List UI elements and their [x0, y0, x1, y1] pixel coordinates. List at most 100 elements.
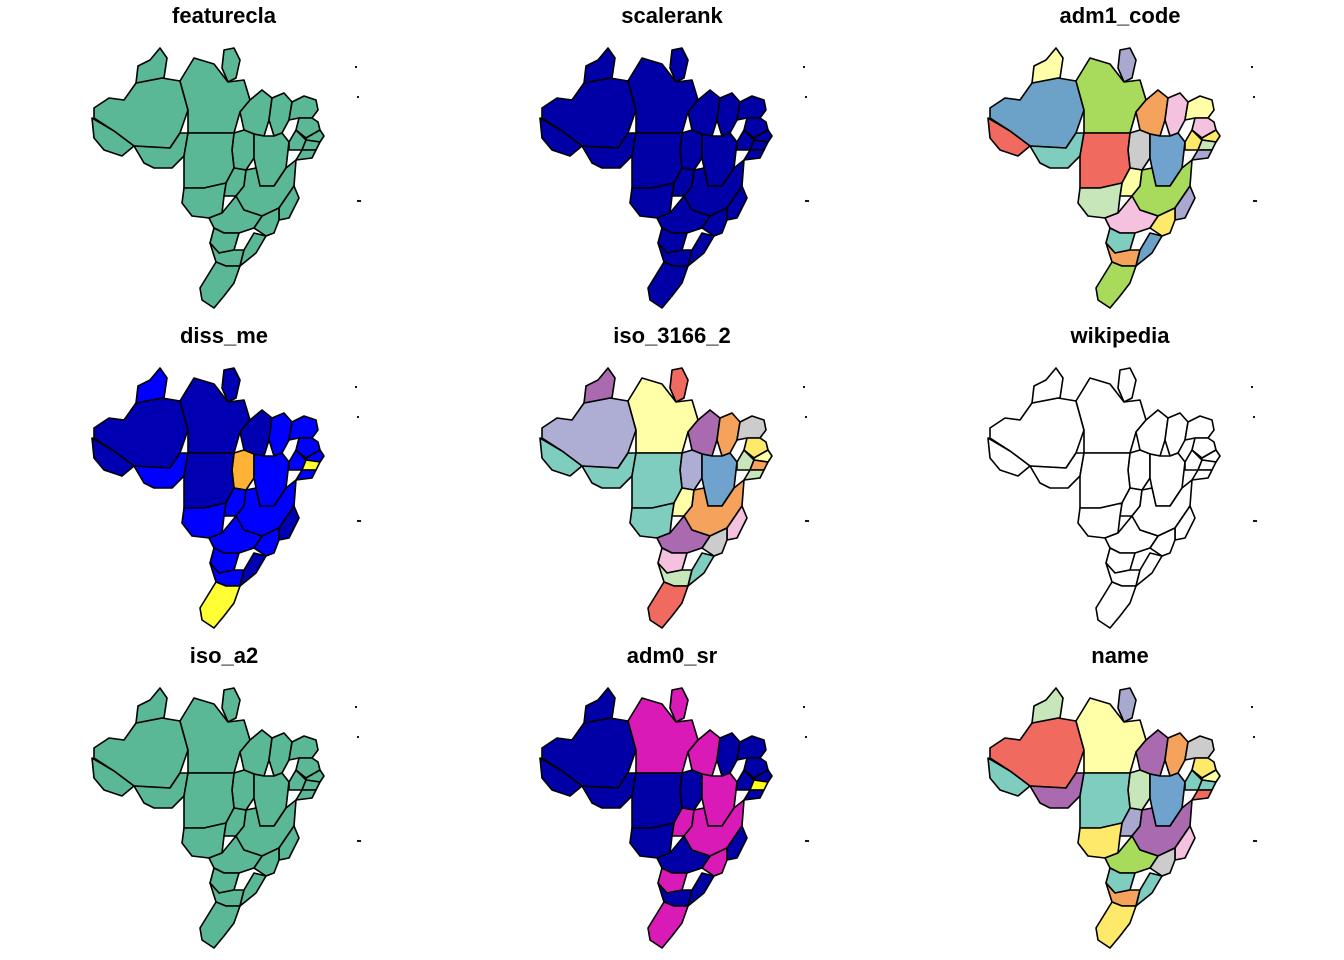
state-polygon	[179, 377, 251, 454]
state-polygon	[629, 502, 675, 539]
state-polygon	[301, 779, 321, 791]
island-markers	[802, 65, 810, 203]
map-panel-iso-3166-2: iso_3166_2	[448, 320, 896, 640]
map-panel-adm0-sr: adm0_sr	[448, 640, 896, 960]
state-polygon	[1095, 581, 1137, 629]
state-polygon	[288, 95, 319, 121]
island-markers	[1250, 385, 1258, 523]
state-polygon	[1077, 182, 1123, 219]
map-panel-featurecla: featurecla	[0, 0, 448, 320]
state-polygon	[669, 687, 689, 723]
island-dot	[1250, 705, 1254, 709]
island-dot	[804, 839, 808, 843]
state-polygon	[631, 452, 683, 509]
state-polygon	[221, 367, 241, 403]
state-polygon	[1184, 415, 1215, 441]
map-panel-wikipedia: wikipedia	[896, 320, 1344, 640]
island-dot	[806, 199, 810, 203]
island-markers	[354, 385, 362, 523]
map-panel-iso-a2: iso_a2	[0, 640, 448, 960]
island-dot	[1252, 839, 1256, 843]
island-dot	[358, 199, 362, 203]
state-polygon	[91, 437, 135, 477]
state-polygon	[743, 469, 765, 481]
state-polygon	[987, 437, 1031, 477]
state-polygon	[687, 552, 715, 587]
island-markers	[802, 385, 810, 523]
state-polygon	[181, 182, 227, 219]
state-polygon	[1197, 459, 1217, 471]
state-polygon	[181, 502, 227, 539]
island-markers	[802, 705, 810, 843]
island-dot	[802, 705, 806, 709]
state-polygon	[647, 901, 689, 949]
state-polygon	[1075, 377, 1147, 454]
brazil-states-map	[539, 367, 773, 629]
state-polygon	[91, 757, 135, 797]
state-polygon	[221, 687, 241, 723]
state-polygon	[135, 47, 168, 84]
island-dot	[1252, 735, 1256, 739]
island-dot	[1254, 199, 1258, 203]
island-dot	[356, 199, 360, 203]
island-dot	[802, 385, 806, 389]
state-polygon	[1164, 92, 1189, 137]
island-dot	[356, 735, 360, 739]
state-polygon	[1079, 132, 1131, 189]
state-polygon	[1095, 901, 1137, 949]
state-polygon	[679, 449, 703, 491]
island-dot	[804, 735, 808, 739]
state-polygon	[301, 139, 321, 151]
state-polygon	[743, 149, 765, 161]
brazil-states-map	[987, 367, 1221, 629]
state-polygon	[268, 732, 293, 777]
state-polygon	[179, 57, 251, 134]
state-polygon	[743, 789, 765, 801]
island-dot	[356, 95, 360, 99]
state-polygon	[268, 412, 293, 457]
state-polygon	[181, 822, 227, 859]
island-markers	[354, 65, 362, 203]
state-polygon	[1117, 47, 1137, 83]
island-dot	[358, 839, 362, 843]
island-dot	[1250, 385, 1254, 389]
island-dot	[356, 839, 360, 843]
state-polygon	[221, 47, 241, 83]
state-polygon	[736, 415, 767, 441]
state-polygon	[687, 232, 715, 267]
island-dot	[1252, 199, 1256, 203]
brazil-states-map	[987, 47, 1221, 309]
state-polygon	[749, 139, 769, 151]
state-polygon	[679, 769, 703, 811]
state-polygon	[1127, 769, 1151, 811]
island-dot	[804, 415, 808, 419]
state-polygon	[583, 687, 616, 724]
state-polygon	[679, 129, 703, 171]
brazil-states-map	[539, 47, 773, 309]
state-polygon	[295, 789, 317, 801]
brazil-states-map	[91, 47, 325, 309]
state-polygon	[1164, 732, 1189, 777]
state-polygon	[647, 261, 689, 309]
state-polygon	[1079, 772, 1131, 829]
state-polygon	[669, 47, 689, 83]
state-polygon	[539, 757, 583, 797]
island-dot	[358, 519, 362, 523]
state-polygon	[716, 412, 741, 457]
state-polygon	[736, 735, 767, 761]
island-dot	[804, 95, 808, 99]
state-polygon	[301, 459, 321, 471]
island-markers	[354, 705, 362, 843]
state-polygon	[1164, 412, 1189, 457]
state-polygon	[987, 757, 1031, 797]
island-dot	[354, 705, 358, 709]
state-polygon	[647, 581, 689, 629]
state-polygon	[539, 117, 583, 157]
island-dot	[356, 415, 360, 419]
state-polygon	[583, 367, 616, 404]
state-polygon	[1117, 687, 1137, 723]
island-dot	[1252, 415, 1256, 419]
state-polygon	[749, 459, 769, 471]
state-polygon	[1077, 822, 1123, 859]
state-polygon	[716, 732, 741, 777]
